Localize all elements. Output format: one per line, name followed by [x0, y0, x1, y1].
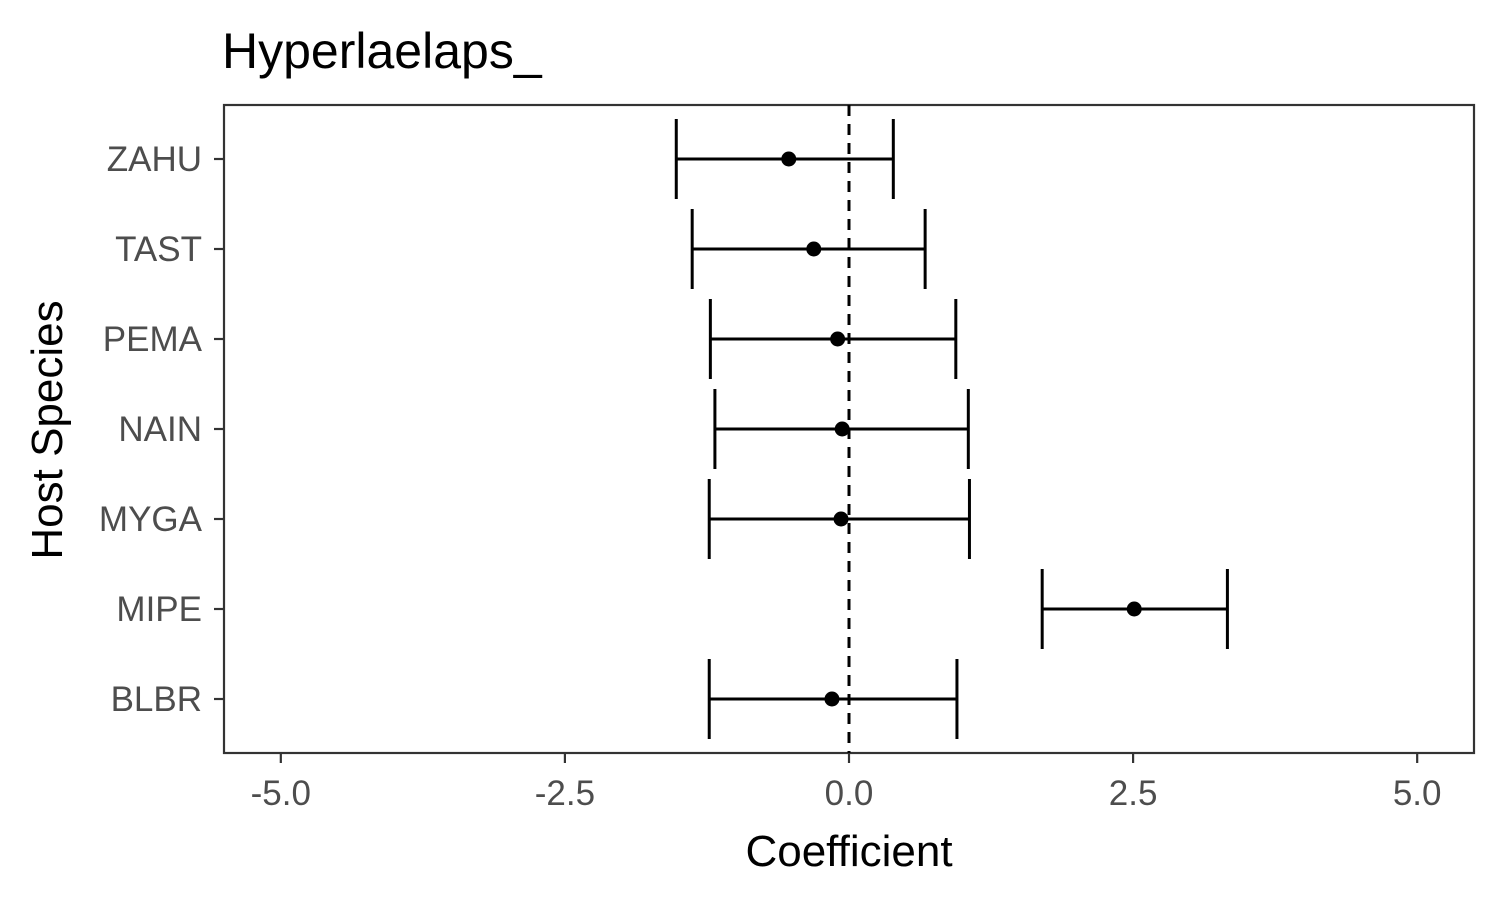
y-tick-label: BLBR — [111, 680, 202, 719]
y-tick-label: NAIN — [118, 410, 202, 449]
x-tick-label: 0.0 — [825, 774, 874, 813]
y-tick-label: PEMA — [103, 320, 203, 359]
x-tick-label: 5.0 — [1393, 774, 1442, 813]
y-tick-label: MYGA — [99, 500, 203, 539]
errorbar-zahu — [674, 119, 895, 199]
estimate-point — [833, 511, 849, 527]
x-tick-label: 2.5 — [1109, 774, 1158, 813]
x-axis-title: Coefficient — [745, 827, 952, 876]
plot-area: -5.0 -2.5 0.0 2.5 5.0 ZAHU TAST PEMA NAIN MYGA MIP… — [99, 103, 1476, 813]
y-axis-title: Host Species — [23, 300, 72, 559]
estimate-point — [1126, 601, 1142, 617]
errorbar-myga — [707, 479, 971, 559]
errorbar-tast — [690, 209, 927, 289]
estimate-point — [806, 241, 822, 257]
errorbar-blbr — [707, 659, 959, 739]
x-tick-label: -2.5 — [535, 774, 595, 813]
y-tick-label: ZAHU — [107, 140, 202, 179]
errorbar-pema — [708, 299, 958, 379]
chart-title: Hyperlaelaps_ — [222, 23, 543, 79]
estimate-point — [834, 421, 850, 437]
errorbar-mipe — [1040, 569, 1229, 649]
estimate-point — [830, 331, 846, 347]
y-tick-label: MIPE — [116, 590, 202, 629]
errorbar-nain — [713, 389, 970, 469]
estimate-point — [824, 691, 840, 707]
x-tick-label: -5.0 — [251, 774, 311, 813]
estimate-point — [781, 151, 797, 167]
y-tick-label: TAST — [115, 230, 202, 269]
